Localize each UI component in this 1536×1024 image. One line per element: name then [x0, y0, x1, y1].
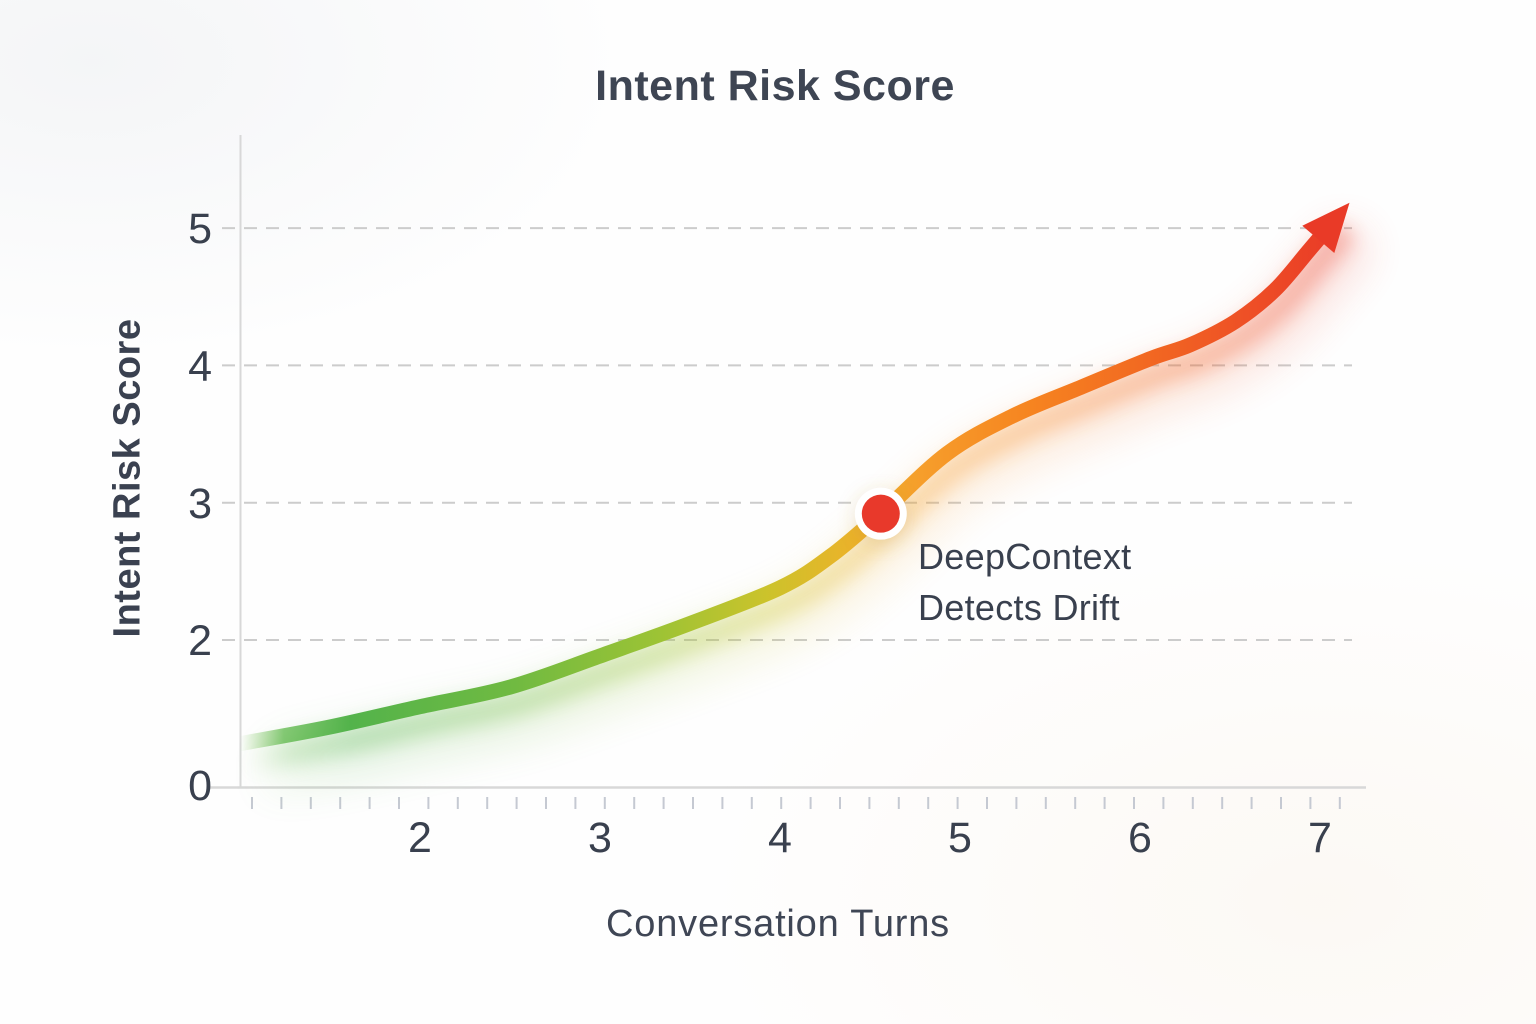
drift-marker-dot	[861, 494, 900, 533]
arrowhead-icon	[1302, 202, 1350, 253]
curve-glow	[221, 221, 1372, 801]
x-tick-label: 3	[588, 814, 612, 862]
y-axis-title: Intent Risk Score	[106, 318, 149, 638]
y-tick-label: 4	[188, 342, 212, 390]
drift-annotation-line2: Detects Drift	[918, 587, 1120, 628]
curve-glow	[232, 224, 1353, 774]
drift-annotation: DeepContext Detects Drift	[918, 531, 1131, 633]
y-tick-label: 2	[188, 617, 212, 665]
x-tick-label: 7	[1308, 814, 1332, 862]
y-tick-label: 3	[188, 480, 212, 528]
x-tick-label: 6	[1128, 814, 1152, 862]
x-axis-title: Conversation Turns	[606, 903, 950, 945]
chart-title: Intent Risk Score	[595, 62, 955, 110]
x-tick-label: 2	[408, 814, 432, 862]
drift-annotation-line1: DeepContext	[918, 536, 1132, 577]
y-tick-label: 5	[188, 205, 212, 253]
x-tick-label: 4	[768, 814, 792, 862]
y-tick-label: 0	[188, 762, 212, 810]
risk-curve	[232, 215, 1341, 752]
x-tick-label: 5	[948, 814, 972, 862]
